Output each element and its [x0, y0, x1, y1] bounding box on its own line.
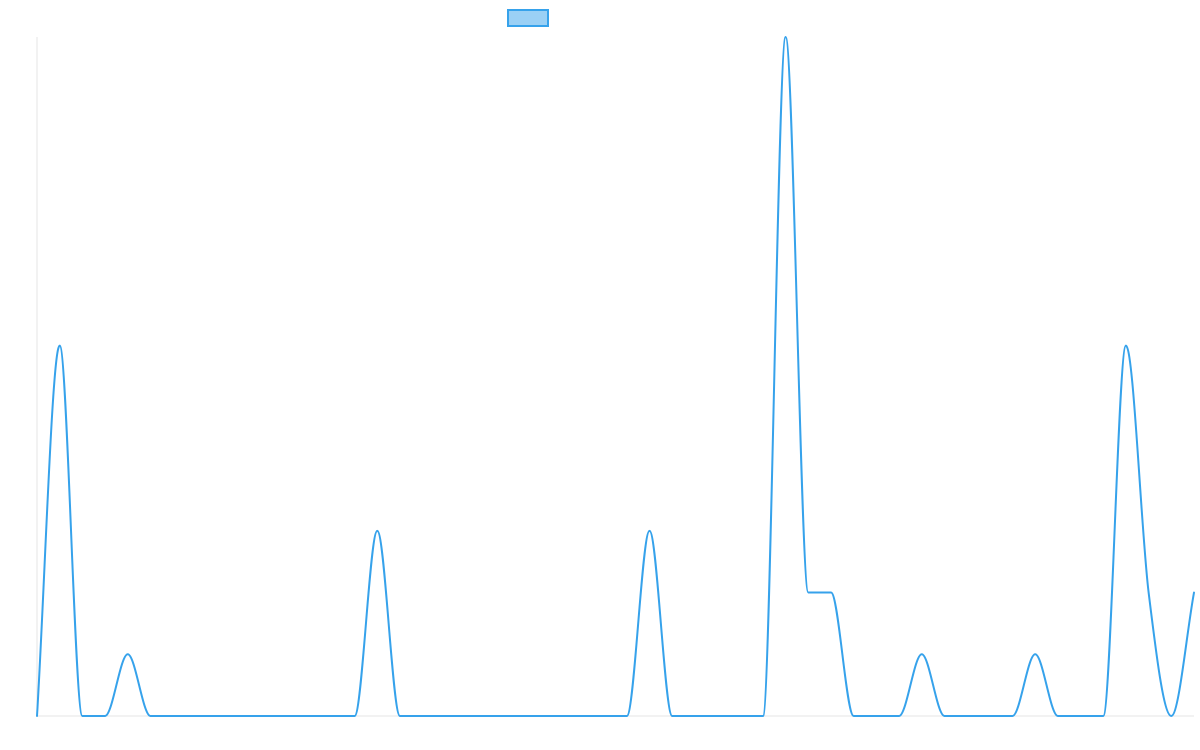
axes	[36, 37, 1194, 717]
data-point[interactable]	[916, 648, 928, 660]
data-point[interactable]	[507, 710, 519, 722]
data-point[interactable]	[439, 710, 451, 722]
data-point[interactable]	[644, 525, 656, 537]
data-point[interactable]	[1029, 648, 1041, 660]
data-point[interactable]	[258, 710, 270, 722]
legend-swatch[interactable]	[507, 9, 549, 27]
data-point[interactable]	[212, 710, 224, 722]
data-point[interactable]	[1007, 710, 1019, 722]
legend[interactable]	[507, 9, 549, 27]
data-point[interactable]	[281, 710, 293, 722]
data-point[interactable]	[462, 710, 474, 722]
data-point[interactable]	[780, 31, 792, 43]
data-point[interactable]	[1120, 340, 1132, 352]
data-point[interactable]	[1075, 710, 1087, 722]
data-point[interactable]	[303, 710, 315, 722]
data-point[interactable]	[757, 710, 769, 722]
series-points	[31, 31, 1200, 722]
data-point[interactable]	[235, 710, 247, 722]
data-point[interactable]	[734, 710, 746, 722]
data-point[interactable]	[190, 710, 202, 722]
data-point[interactable]	[938, 710, 950, 722]
data-point[interactable]	[122, 648, 134, 660]
data-point[interactable]	[394, 710, 406, 722]
data-point[interactable]	[326, 710, 338, 722]
data-point[interactable]	[76, 710, 88, 722]
data-point[interactable]	[712, 710, 724, 722]
data-point[interactable]	[1188, 587, 1200, 599]
data-point[interactable]	[1143, 587, 1155, 599]
data-point[interactable]	[54, 340, 66, 352]
data-point[interactable]	[984, 710, 996, 722]
data-point[interactable]	[961, 710, 973, 722]
data-point[interactable]	[621, 710, 633, 722]
data-point[interactable]	[167, 710, 179, 722]
data-point[interactable]	[848, 710, 860, 722]
data-point[interactable]	[575, 710, 587, 722]
data-point[interactable]	[31, 710, 43, 722]
data-point[interactable]	[802, 587, 814, 599]
data-point[interactable]	[349, 710, 361, 722]
data-point[interactable]	[598, 710, 610, 722]
data-point[interactable]	[485, 710, 497, 722]
series-line	[36, 36, 1195, 717]
series-layer	[31, 31, 1200, 722]
data-point[interactable]	[371, 525, 383, 537]
data-point[interactable]	[870, 710, 882, 722]
data-point[interactable]	[553, 710, 565, 722]
data-point[interactable]	[825, 587, 837, 599]
data-point[interactable]	[417, 710, 429, 722]
data-point[interactable]	[1097, 710, 1109, 722]
data-point[interactable]	[530, 710, 542, 722]
data-point[interactable]	[893, 710, 905, 722]
data-point[interactable]	[1165, 710, 1177, 722]
data-point[interactable]	[99, 710, 111, 722]
data-point[interactable]	[689, 710, 701, 722]
data-point[interactable]	[666, 710, 678, 722]
data-point[interactable]	[1052, 710, 1064, 722]
data-point[interactable]	[144, 710, 156, 722]
